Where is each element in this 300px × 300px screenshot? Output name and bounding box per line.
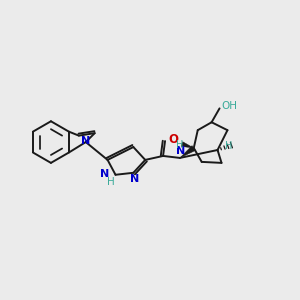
Text: H: H — [107, 177, 114, 187]
Polygon shape — [181, 142, 194, 148]
Text: N: N — [100, 169, 110, 179]
Text: O: O — [168, 133, 178, 146]
Polygon shape — [180, 146, 196, 158]
Text: N: N — [81, 136, 90, 146]
Text: H: H — [176, 140, 184, 150]
Text: OH: OH — [221, 101, 237, 111]
Text: N: N — [176, 146, 185, 156]
Text: N: N — [130, 174, 139, 184]
Text: H: H — [226, 141, 233, 151]
